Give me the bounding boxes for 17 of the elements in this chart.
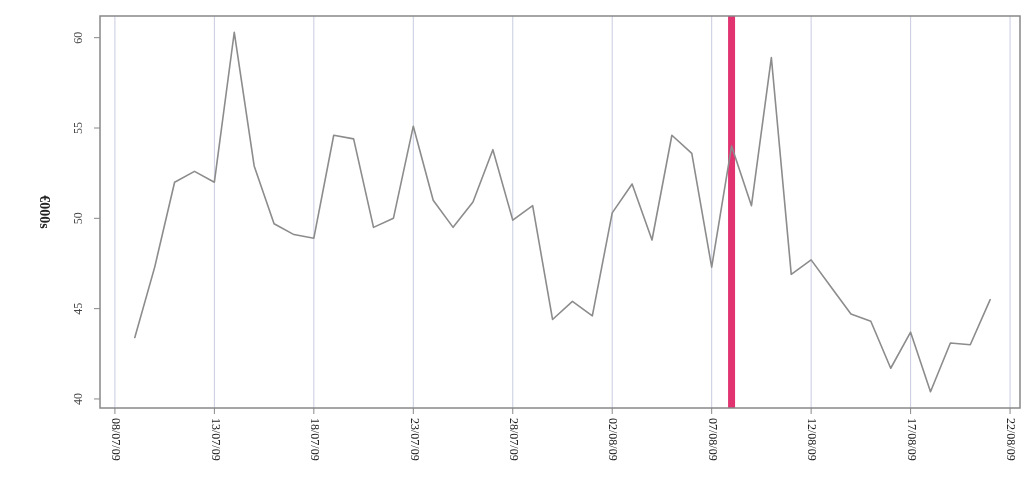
y-tick-label: 40 (71, 392, 85, 405)
x-tick-label: 08/07/09 (109, 418, 124, 461)
y-tick-label: 50 (71, 212, 85, 225)
x-tick-label: 23/07/09 (407, 418, 422, 461)
line-series (134, 31, 991, 393)
x-tick-label: 18/07/09 (308, 418, 323, 461)
y-axis-title: €000s (37, 195, 52, 230)
x-tick-label: 17/08/09 (904, 418, 919, 461)
y-tick-label: 45 (71, 302, 85, 315)
x-tick-label: 02/08/09 (606, 418, 621, 461)
y-tick-label: 60 (71, 31, 85, 44)
x-tick-label: 12/08/09 (805, 418, 820, 461)
x-tick-label: 13/07/09 (208, 418, 223, 461)
x-tick-label: 28/07/09 (507, 418, 522, 461)
y-tick-label: 55 (71, 122, 85, 134)
x-tick-label: 07/08/09 (705, 418, 720, 461)
x-tick-label: 22/08/09 (1004, 418, 1019, 461)
